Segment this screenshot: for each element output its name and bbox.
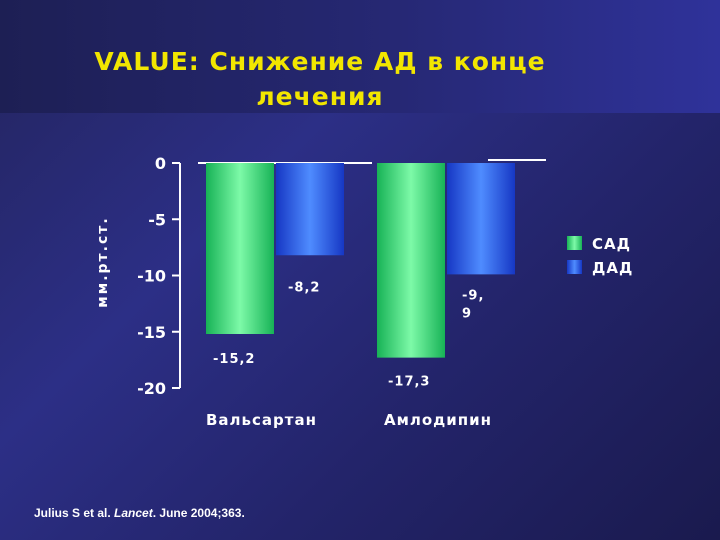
y-tick-label: -5 <box>148 210 166 229</box>
data-label: -9, 9 <box>462 288 484 321</box>
bar-dbp-0 <box>276 163 344 256</box>
bar-sbp-0 <box>206 163 274 334</box>
slide-title: VALUE: Снижение АД в конце лечения <box>94 47 546 111</box>
y-tick-label: -10 <box>137 267 166 286</box>
source-journal: Lancet <box>114 506 153 520</box>
bar-sbp-1 <box>377 163 445 358</box>
legend-label: ДАД <box>592 259 633 277</box>
source-authors: Julius S et al. <box>34 506 111 520</box>
legend-swatch-1 <box>567 260 582 274</box>
legend-label: САД <box>592 235 631 253</box>
data-label: -8,2 <box>288 280 320 295</box>
bars-group: -15,2 -8,2 Вальсартан -17,3 -9, 9 Амлодипин <box>206 163 515 429</box>
legend-swatch-0 <box>567 236 582 250</box>
data-label: -17,3 <box>388 375 430 390</box>
category-label: Вальсартан <box>206 411 317 429</box>
category-label: Амлодипин <box>384 411 492 429</box>
data-label: -15,2 <box>213 352 255 367</box>
y-tick-label: -15 <box>137 323 166 342</box>
y-tick-label: -20 <box>137 379 166 398</box>
legend: САД ДАД <box>567 235 633 277</box>
title-band <box>0 0 720 113</box>
source-citation: Julius S et al. Lancet. June 2004;363. <box>34 506 245 520</box>
y-tick-label: 0 <box>155 154 166 173</box>
bar-dbp-1 <box>447 163 515 275</box>
y-axis-label: мм.рт.ст. <box>95 216 111 307</box>
source-details: . June 2004;363. <box>152 506 245 520</box>
